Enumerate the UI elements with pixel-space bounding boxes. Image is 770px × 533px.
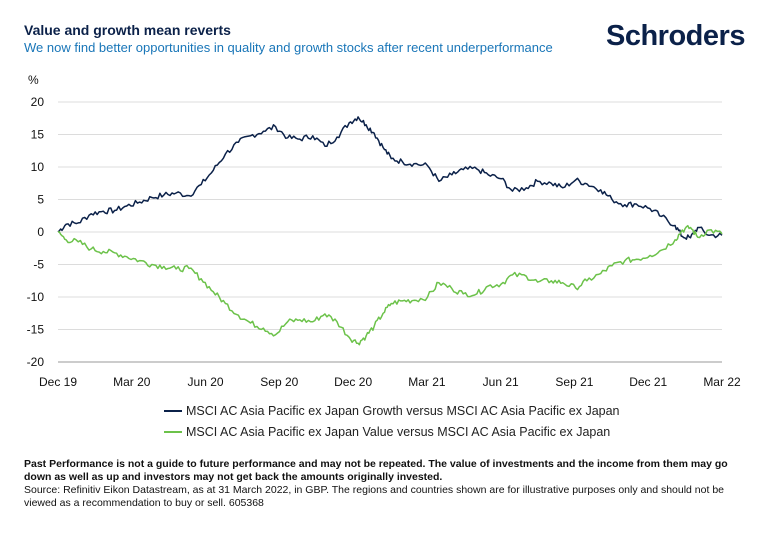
chart-subtitle: We now find better opportunities in qual… (24, 40, 553, 55)
footnotes: Past Performance is not a guide to futur… (24, 458, 746, 510)
line-chart: % 20 15 10 5 0 -5 -10 -15 -20 Dec 19 Mar 20 Jun 20 Se… (27, 73, 741, 389)
disclaimer-text: Past Performance is not a guide to futur… (24, 458, 728, 483)
y-tick-label: -5 (33, 258, 44, 272)
x-tick-label: Dec 19 (39, 375, 77, 389)
x-tick-label: Mar 22 (703, 375, 741, 389)
growth-series-line (57, 116, 723, 240)
source-text: Source: Refinitiv Eikon Datastream, as a… (24, 484, 724, 509)
y-axis-unit-label: % (28, 73, 39, 87)
x-tick-label: Mar 21 (408, 375, 446, 389)
x-tick-label: Sep 20 (260, 375, 298, 389)
legend-swatch-value (164, 430, 182, 433)
value-series-line (57, 224, 723, 346)
y-tick-label: 15 (31, 128, 45, 142)
schroders-logo: Schroders (606, 20, 745, 52)
x-tick-label: Jun 20 (188, 375, 224, 389)
x-tick-label: Mar 20 (113, 375, 151, 389)
x-tick-label: Sep 21 (555, 375, 593, 389)
chart-title: Value and growth mean reverts (24, 22, 231, 38)
legend-label-growth: MSCI AC Asia Pacific ex Japan Growth ver… (186, 403, 620, 418)
x-tick-label: Jun 21 (483, 375, 519, 389)
y-tick-label: 10 (31, 160, 45, 174)
y-tick-label: -10 (27, 290, 45, 304)
y-tick-label: -20 (27, 355, 45, 369)
y-tick-label: 20 (31, 95, 45, 109)
y-tick-label: -15 (27, 323, 45, 337)
legend-swatch-growth (164, 409, 182, 412)
legend-label-value: MSCI AC Asia Pacific ex Japan Value vers… (186, 424, 611, 439)
legend-item-value: MSCI AC Asia Pacific ex Japan Value vers… (164, 421, 620, 442)
x-tick-label: Dec 20 (334, 375, 372, 389)
y-tick-label: 5 (37, 193, 44, 207)
x-tick-label: Dec 21 (629, 375, 667, 389)
chart-legend: MSCI AC Asia Pacific ex Japan Growth ver… (164, 400, 620, 442)
y-tick-label: 0 (37, 225, 44, 239)
legend-item-growth: MSCI AC Asia Pacific ex Japan Growth ver… (164, 400, 620, 421)
